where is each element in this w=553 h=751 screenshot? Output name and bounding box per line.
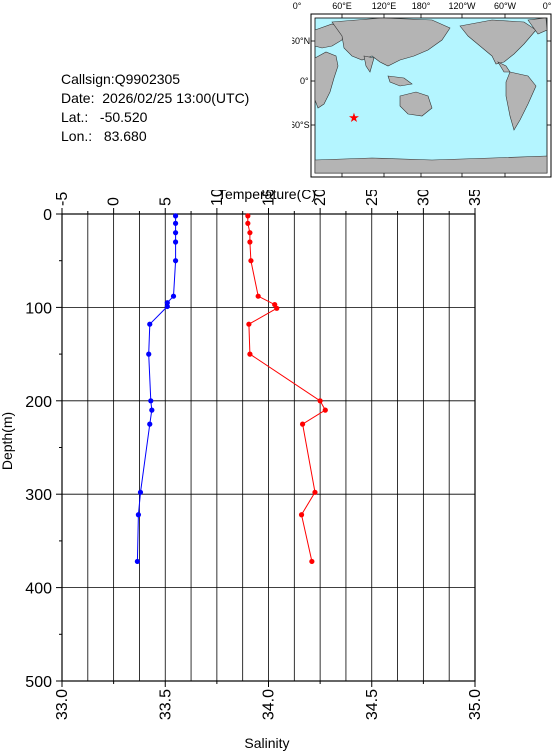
temperature-axis-title: Temperature(C)	[218, 190, 316, 202]
temperature-data-point	[309, 558, 315, 565]
map-lon-label: 0°	[543, 1, 552, 11]
salinity-data-point	[148, 398, 154, 404]
salinity-data-point	[172, 230, 179, 236]
temperature-data-point	[247, 230, 253, 236]
salinity-tick-label: 33.0	[54, 689, 71, 720]
depth-tick-label: 100	[25, 300, 52, 317]
temperature-data-point	[247, 351, 253, 357]
salinity-data-point	[164, 303, 170, 310]
salinity-profile-line	[136, 215, 177, 562]
salinity-data-point	[172, 239, 179, 245]
salinity-data-point	[149, 407, 155, 413]
temperature-data-point	[298, 512, 305, 518]
temperature-data-point	[245, 213, 251, 219]
callsign-label: Callsign:	[61, 71, 115, 87]
depth-tick-label: 200	[25, 394, 52, 411]
depth-tick-label: 300	[25, 487, 52, 504]
station-info: Callsign:Q9902305 Date: 2026/02/25 13:00…	[61, 70, 249, 146]
lat-label: Lat.:	[61, 109, 89, 125]
salinity-tick-label: 35.0	[467, 689, 484, 720]
temperature-axis-ticks: -5 0 5 10 15 20 25 30 35	[54, 190, 484, 214]
depth-tick-label: 500	[25, 674, 52, 691]
station-marker-star-icon: ★	[348, 110, 360, 125]
temperature-data-point	[299, 421, 306, 427]
depth-axis-title: Depth(m)	[0, 412, 15, 470]
map-lon-label: 60°E	[332, 1, 352, 11]
temperature-tick-label: -5	[54, 192, 71, 206]
temperature-tick-label: 0	[106, 197, 123, 206]
salinity-data-point	[135, 512, 142, 518]
salinity-data-point	[146, 351, 152, 357]
salinity-data-point	[147, 321, 153, 327]
map-lat-label: 60°N	[292, 36, 310, 46]
series-layer	[134, 213, 328, 565]
salinity-tick-label: 34.5	[364, 689, 381, 720]
map-lon-label: 60°W	[494, 1, 517, 11]
salinity-data-point	[137, 489, 144, 495]
lat-row: Lat.: -50.520	[61, 108, 249, 127]
depth-tick-label: 0	[43, 207, 52, 224]
salinity-axis-title: Salinity	[244, 735, 289, 751]
salinity-tick-label: 33.5	[157, 689, 174, 720]
date-row: Date: 2026/02/25 13:00(UTC)	[61, 89, 249, 108]
map-lon-label: 0°	[293, 1, 302, 11]
temperature-data-point	[322, 407, 328, 413]
callsign-row: Callsign:Q9902305	[61, 70, 249, 89]
profile-chart: -5 0 5 10 15 20 25 30 35 33.0 33.5 34.0 34.5 35.0 01…	[0, 190, 484, 751]
map-lon-label: 180°	[412, 1, 431, 11]
world-map: 0° 60°E 120°E 180° 120°W 60°W 0° 60°N 0°…	[290, 1, 552, 178]
map-lat-label: 60°S	[292, 120, 310, 130]
temperature-data-point	[317, 398, 323, 404]
temperature-tick-label: 10	[209, 190, 226, 206]
lat-value: -50.520	[99, 109, 148, 125]
salinity-axis-ticks: 33.0 33.5 34.0 34.5 35.0	[54, 681, 484, 720]
map-lon-label: 120°E	[372, 1, 397, 11]
temperature-tick-label: 5	[157, 197, 174, 206]
temperature-data-point	[312, 489, 318, 495]
depth-axis-ticks: 0 100 200 300 400 500	[25, 207, 62, 691]
depth-tick-label: 400	[25, 581, 52, 598]
lon-label: Lon.:	[61, 128, 93, 144]
salinity-data-point	[170, 293, 177, 299]
date-value: 2026/02/25 13:00(UTC)	[102, 90, 250, 106]
map-lon-label: 120°W	[448, 1, 476, 11]
temperature-tick-label: 15	[261, 190, 278, 206]
temperature-data-point	[245, 220, 251, 226]
salinity-data-point	[147, 421, 153, 427]
salinity-data-point	[164, 300, 170, 306]
temperature-tick-label: 30	[415, 190, 432, 206]
lon-value: 83.680	[103, 128, 147, 144]
salinity-tick-label: 34.0	[261, 689, 278, 720]
temperature-tick-label: 25	[364, 190, 381, 206]
temperature-tick-label: 35	[467, 190, 484, 206]
location-map: 0° 60°E 120°E 180° 120°W 60°W 0° 60°N 0°…	[290, 0, 553, 181]
temperature-tick-label: 20	[312, 190, 329, 206]
salinity-data-point	[134, 558, 140, 565]
temperature-data-point	[247, 239, 253, 245]
temperature-profile-line	[247, 215, 326, 562]
callsign-value: Q9902305	[114, 71, 181, 87]
salinity-data-point	[172, 213, 179, 219]
temperature-data-point	[255, 293, 261, 299]
map-lat-label: 0°	[300, 76, 309, 86]
temperature-data-point	[274, 305, 280, 311]
salinity-data-point	[172, 258, 179, 264]
date-label: Date:	[61, 90, 95, 106]
lon-row: Lon.: 83.680	[61, 127, 249, 146]
chart-grid	[62, 214, 475, 681]
land-masses	[314, 17, 548, 174]
salinity-data-point	[172, 220, 179, 226]
temperature-data-point	[246, 321, 252, 327]
temperature-data-point	[248, 258, 254, 264]
